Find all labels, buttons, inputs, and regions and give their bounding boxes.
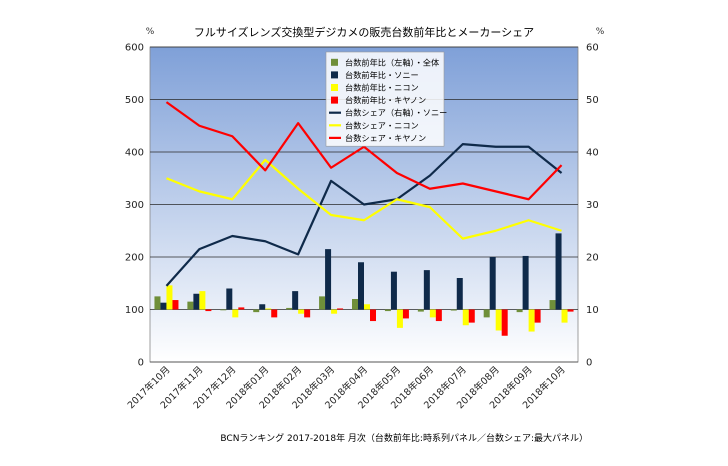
bar [358,262,364,310]
bar [187,301,194,310]
bar [417,309,424,312]
bar [205,309,212,312]
left-tick-label: 200 [125,253,144,264]
bar [220,309,227,311]
bar [396,309,403,328]
bar [402,309,409,319]
bar [483,309,490,318]
bar [364,304,370,310]
bar [331,309,338,314]
right-tick-label: 40 [586,148,599,159]
left-tick-label: 0 [138,358,144,369]
bar [271,309,278,318]
legend-label: 台数前年比・ソニー [345,70,419,80]
bar [516,309,523,313]
right-tick-label: 10 [586,305,599,316]
bar [265,308,272,310]
bar [292,291,299,310]
left-tick-label: 300 [125,200,144,211]
bar [468,309,475,323]
right-tick-label: 20 [586,253,599,264]
bar [352,299,358,310]
legend-label: 台数前年比（左軸）・全体 [345,57,439,67]
legend-swatch [331,84,338,91]
legend: 台数前年比（左軸）・全体台数前年比・ソニー台数前年比・ニコン台数前年比・キヤノン… [325,51,447,147]
bar [325,249,332,310]
bar [337,308,344,310]
bar [522,255,529,310]
bar [456,278,463,310]
legend-label: 台数シェア・ニコン [345,120,419,130]
bar [172,300,179,310]
bar [238,307,245,310]
left-axis-unit: % [146,27,155,37]
legend-swatch [331,96,338,104]
bar [319,296,326,310]
bar [549,300,556,310]
bar [555,233,562,310]
chart-title: フルサイズレンズ交換型デジカメの販売台数前年比とメーカーシェア [194,25,534,39]
right-tick-label: 30 [586,200,599,211]
lines [165,101,563,287]
right-axis-unit: % [596,27,605,37]
bar [528,309,535,332]
bar [199,291,206,310]
bar [495,309,502,331]
bar [286,307,293,310]
legend-label: 台数シェア（右軸）・ソニー [345,108,447,118]
bar [501,309,508,336]
bar [423,270,430,310]
bar [166,285,173,310]
left-tick-label: 400 [125,148,144,159]
bar [390,271,397,310]
bar [489,257,496,310]
series-line [165,143,563,287]
legend-label: 台数シェア・キヤノン [345,133,426,143]
legend-box [325,51,445,147]
bar [450,309,457,311]
legend-label: 台数前年比・ニコン [345,83,419,93]
bar [154,296,161,310]
bar [534,309,541,323]
left-tick-label: 100 [125,305,144,316]
bar [370,309,376,322]
left-tick-label: 500 [125,95,144,106]
bar [435,309,442,322]
bar [384,309,391,312]
bar [193,293,200,310]
bar [259,304,266,310]
bar [160,302,167,310]
series-line [166,158,562,240]
bar [567,309,574,312]
series-line [165,101,563,201]
bar [253,309,260,313]
right-tick-label: 50 [586,95,599,106]
bar [462,309,469,326]
bar [304,309,311,318]
legend-swatch [331,71,338,79]
bar [429,309,436,318]
bar [226,288,233,310]
bars [154,233,574,336]
legend-label: 台数前年比・キヤノン [345,95,426,105]
right-tick-label: 0 [586,358,592,369]
bar [298,309,305,314]
footnote: BCNランキング 2017-2018年 月次（台数前年比:時系列パネル／台数シェ… [220,432,588,444]
bar [232,309,239,318]
bar [561,309,568,323]
legend-swatch [331,58,338,66]
right-tick-label: 60 [586,43,599,54]
left-tick-label: 600 [125,43,144,54]
